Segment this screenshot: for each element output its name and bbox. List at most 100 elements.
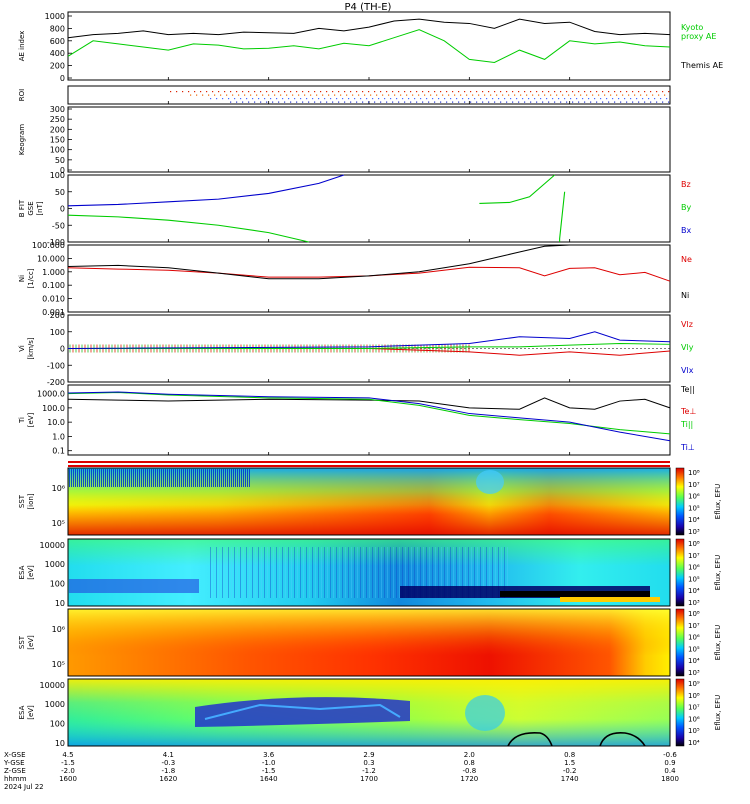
roi-dot: [486, 98, 488, 100]
roi-dot: [574, 94, 576, 96]
roi-dot: [430, 94, 432, 96]
sst-i-stripe: [243, 469, 244, 487]
y-tick-label: 50: [55, 188, 65, 197]
footer-value: 1740: [561, 775, 579, 783]
roi-dot: [314, 101, 316, 103]
footer-value: 1720: [460, 775, 478, 783]
y-tick-label: 100: [50, 720, 65, 729]
y-axis-label: [1/cc]: [27, 268, 35, 288]
roi-dot: [296, 101, 298, 103]
roi-dot: [314, 91, 316, 93]
colorbar-label: Eflux, EFU: [714, 555, 722, 590]
roi-dot: [242, 101, 244, 103]
roi-dot: [466, 94, 468, 96]
roi-dot: [612, 98, 614, 100]
roi-dot: [578, 101, 580, 103]
roi-dot: [654, 98, 656, 100]
footer-value: 0.8: [564, 751, 575, 759]
sst-i-stripe: [111, 469, 112, 487]
roi-dot: [490, 94, 492, 96]
y-tick-label: 10.000: [37, 254, 65, 263]
esa-e-streak: [204, 703, 401, 720]
roi-dot: [556, 94, 558, 96]
y-tick-label: 0.001: [42, 308, 65, 317]
roi-dot: [282, 98, 284, 100]
roi-dot: [426, 98, 428, 100]
roi-dot: [366, 98, 368, 100]
sst-i-stripe: [143, 469, 144, 487]
roi-dot: [422, 101, 424, 103]
roi-dot: [476, 101, 478, 103]
y-tick-label: 10⁶: [52, 484, 65, 493]
colorbar-tick-label: 10⁵: [688, 727, 700, 735]
roi-dot: [368, 101, 370, 103]
sst-i-stripe: [73, 469, 74, 487]
roi-dot: [464, 91, 466, 93]
roi-dot: [406, 94, 408, 96]
roi-dot: [620, 91, 622, 93]
roi-dot: [238, 94, 240, 96]
roi-dot: [322, 94, 324, 96]
roi-dot: [602, 91, 604, 93]
sst-i-stripe: [197, 469, 198, 487]
sst-i-stripe: [137, 469, 138, 487]
roi-dot: [230, 91, 232, 93]
footer-date: 2024 Jul 22: [4, 783, 44, 791]
esa-e-contour-1: [507, 731, 553, 747]
roi-dot: [554, 101, 556, 103]
roi-dot: [266, 101, 268, 103]
sst-i-stripe: [99, 469, 100, 487]
footer-row-label: X-GSE: [4, 751, 26, 759]
roi-dot: [576, 98, 578, 100]
sst-i-stripe: [95, 469, 96, 487]
roi-dot: [384, 98, 386, 100]
roi-dot: [346, 94, 348, 96]
roi-dot: [660, 98, 662, 100]
roi-dot: [644, 91, 646, 93]
roi-dot: [260, 101, 262, 103]
roi-dot: [504, 98, 506, 100]
roi-dot: [494, 91, 496, 93]
sst-i-stripe: [201, 469, 202, 487]
colorbar-tick-label: 10⁹: [688, 680, 700, 688]
roi-dot: [462, 98, 464, 100]
roi-dot: [352, 94, 354, 96]
roi-dot: [428, 91, 430, 93]
sst-i-stripe: [123, 469, 124, 487]
y-axis-label: Ti: [18, 417, 26, 424]
roi-dot: [364, 94, 366, 96]
roi-dot: [548, 101, 550, 103]
roi-dot: [362, 101, 364, 103]
roi-dot: [638, 91, 640, 93]
colorbar-sst_i: [675, 467, 685, 536]
y-tick-label: 1.0: [52, 432, 65, 441]
roi-dot: [634, 94, 636, 96]
roi-dot: [468, 98, 470, 100]
roi-dot: [536, 91, 538, 93]
roi-dot: [566, 101, 568, 103]
panel-frame-keogram: [67, 106, 671, 173]
sst-i-stripe: [175, 469, 176, 487]
temp-line-ni: [67, 397, 671, 410]
roi-dot: [398, 101, 400, 103]
roi-dot: [496, 94, 498, 96]
roi-dot: [578, 91, 580, 93]
roi-dot: [540, 98, 542, 100]
sst-i-stripe: [69, 469, 70, 487]
roi-dot: [268, 94, 270, 96]
roi-dot: [584, 91, 586, 93]
roi-dot: [520, 94, 522, 96]
roi-dot: [254, 101, 256, 103]
sst-i-stripe: [213, 469, 214, 487]
colorbar-sst_e: [675, 608, 685, 677]
roi-dot: [390, 98, 392, 100]
y-axis-label: SST: [18, 494, 26, 508]
roi-dot: [642, 98, 644, 100]
esa-e-blob: [465, 695, 505, 731]
colorbar-tick-label: 10³: [688, 599, 700, 607]
y-tick-label: 100: [50, 328, 65, 337]
roi-dot: [564, 98, 566, 100]
roi-dot: [296, 91, 298, 93]
sst-i-stripe: [165, 469, 166, 487]
footer-value: 3.6: [263, 751, 275, 759]
